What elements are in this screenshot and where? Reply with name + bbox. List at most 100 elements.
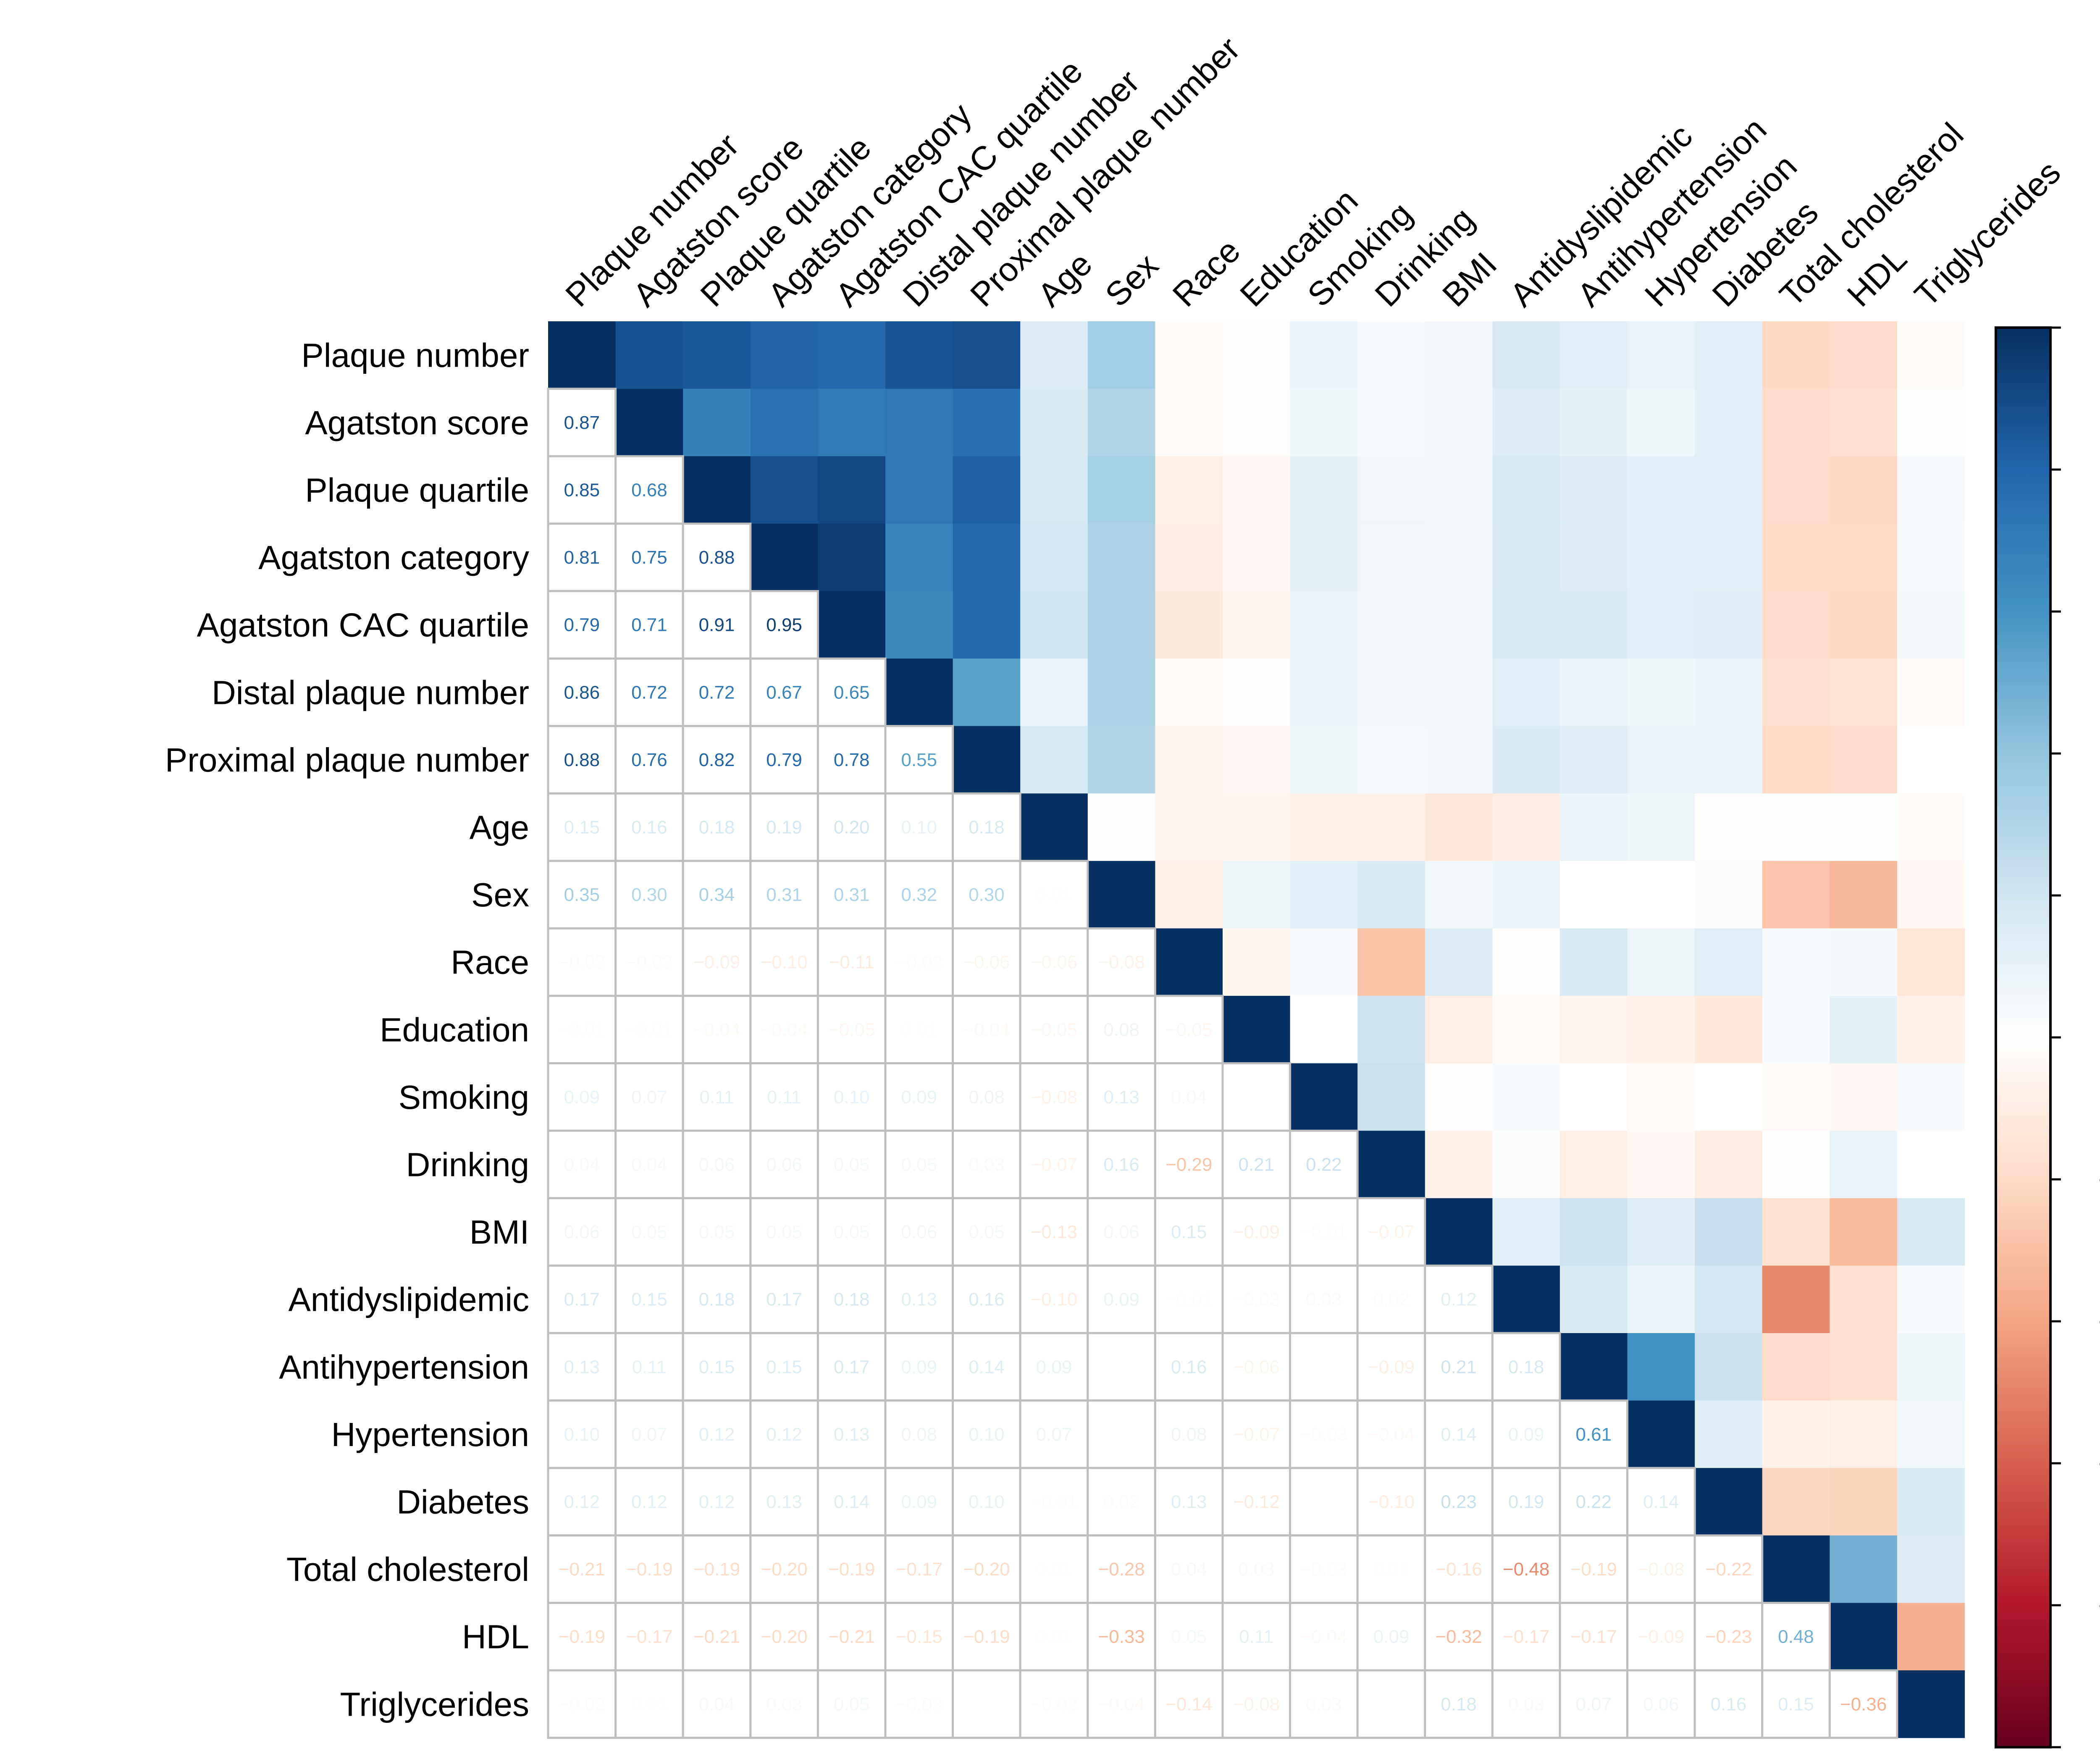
heatmap-cell xyxy=(683,321,751,389)
coefficient-label: 0.18 xyxy=(699,1289,735,1310)
coefficient-label: 0.05 xyxy=(901,1155,937,1175)
heatmap-cell xyxy=(1830,928,1898,996)
heatmap-cell xyxy=(1762,591,1830,659)
column-label: Sex xyxy=(1098,247,1165,314)
heatmap-cell xyxy=(1087,388,1155,457)
grid-cell xyxy=(749,995,819,1065)
heatmap-cell xyxy=(1830,861,1898,929)
row-label: Distal plaque number xyxy=(212,674,529,711)
coefficient-label: 0.12 xyxy=(564,1492,600,1512)
heatmap-cell xyxy=(1897,1063,1965,1131)
coefficient-label: 0.87 xyxy=(564,412,600,433)
grid-cell xyxy=(1087,1467,1156,1537)
heatmap-cell xyxy=(1560,523,1628,591)
heatmap-cell xyxy=(1762,1535,1830,1603)
heatmap-cell xyxy=(953,659,1021,727)
coefficient-label: −0.36 xyxy=(1840,1694,1887,1714)
grid-cell xyxy=(1087,1534,1156,1604)
heatmap-cell xyxy=(1155,861,1223,929)
heatmap-cell xyxy=(1492,793,1560,861)
coefficient-label: 0.14 xyxy=(969,1357,1005,1377)
heatmap-cell xyxy=(1695,1063,1763,1131)
heatmap-cell xyxy=(1627,659,1695,727)
heatmap-cell xyxy=(1695,928,1763,996)
grid-cell xyxy=(1087,1129,1156,1200)
heatmap-cell xyxy=(1830,659,1898,727)
coefficient-label: 0.14 xyxy=(1643,1492,1679,1512)
grid-cell xyxy=(1356,1264,1426,1334)
coefficient-label: 0.16 xyxy=(1103,1155,1139,1175)
grid-cell xyxy=(1289,1264,1359,1334)
heatmap-cell xyxy=(1357,726,1425,794)
heatmap-cell xyxy=(1290,996,1358,1064)
coefficient-label: −0.06 xyxy=(1031,952,1077,973)
grid-cell xyxy=(749,1534,819,1604)
heatmap-cell xyxy=(1357,321,1425,389)
coefficient-label: 0.79 xyxy=(564,615,600,635)
heatmap-cell xyxy=(1492,1265,1560,1334)
heatmap-cell xyxy=(1695,793,1763,861)
heatmap-cell xyxy=(1087,591,1155,659)
row-label: Plaque number xyxy=(301,336,529,374)
heatmap-cell xyxy=(1762,861,1830,929)
grid-cell xyxy=(1087,927,1156,997)
row-label: Triglycerides xyxy=(340,1685,529,1723)
coefficient-label: 0.01 xyxy=(631,1694,667,1714)
coefficient-label: −0.03 xyxy=(1300,1424,1347,1445)
coefficient-label: 0.34 xyxy=(699,885,735,905)
heatmap-cell xyxy=(1897,388,1965,457)
grid-cell xyxy=(884,1669,954,1739)
grid-cell xyxy=(952,792,1021,862)
grid-cell xyxy=(1087,1399,1156,1469)
grid-cell xyxy=(952,927,1021,997)
coefficient-label: −0.05 xyxy=(1031,1019,1077,1040)
heatmap-cell xyxy=(1695,1400,1763,1468)
coefficient-label: 0.13 xyxy=(564,1357,600,1377)
coefficient-label: 0.12 xyxy=(699,1424,735,1445)
heatmap-cell xyxy=(1627,1265,1695,1334)
coefficient-label: 0.61 xyxy=(1575,1424,1612,1445)
colorbar: 10.80.60.40.20−0.2−0.4−0.6−0.8−1 xyxy=(1995,326,2100,1748)
grid-cell xyxy=(1761,1669,1831,1739)
coefficient-label: 0.11 xyxy=(632,1357,667,1377)
coefficient-label: −0.48 xyxy=(1503,1559,1549,1580)
coefficient-label: 0.09 xyxy=(1036,1357,1072,1377)
heatmap-cell xyxy=(1492,1131,1560,1199)
heatmap-cell xyxy=(1897,793,1965,861)
coefficient-label: 0.72 xyxy=(631,682,667,703)
heatmap-cell xyxy=(1897,659,1965,727)
coefficient-label: 0.00 xyxy=(1103,1424,1139,1445)
heatmap-cell xyxy=(1695,659,1763,727)
heatmap-cell xyxy=(1290,1063,1358,1131)
coefficient-label: 0.02 xyxy=(1103,1492,1139,1512)
coefficient-label: 0.08 xyxy=(969,1087,1005,1108)
heatmap-cell xyxy=(1290,523,1358,591)
grid-cell xyxy=(816,1601,887,1672)
heatmap-cell xyxy=(1357,388,1425,457)
coefficient-label: 0.03 xyxy=(1306,1289,1342,1310)
grid-cell xyxy=(682,995,752,1065)
coefficient-label: 0.04 xyxy=(699,1694,735,1714)
coefficient-label: 0.82 xyxy=(699,750,735,770)
row-label: Antihypertension xyxy=(279,1348,529,1386)
heatmap-cell xyxy=(1627,456,1695,524)
heatmap-cell xyxy=(750,321,818,389)
grid-cell xyxy=(547,995,617,1065)
row-label: Agatston score xyxy=(305,404,529,441)
coefficient-label: −0.02 xyxy=(1031,1694,1077,1714)
grid-cell xyxy=(749,792,819,862)
heatmap-cell xyxy=(818,321,886,389)
coefficient-label: 0.67 xyxy=(766,682,802,703)
heatmap-cell xyxy=(1695,1468,1763,1536)
heatmap-cell xyxy=(1425,861,1493,929)
grid-cell xyxy=(1019,1264,1089,1334)
heatmap-cell xyxy=(615,388,683,457)
grid-cell xyxy=(1019,1669,1089,1739)
heatmap-cell xyxy=(1627,1333,1695,1401)
heatmap-cell xyxy=(683,456,751,524)
heatmap-cell xyxy=(953,321,1021,389)
coefficient-label: −0.03 xyxy=(559,952,605,973)
row-label: Proximal plaque number xyxy=(165,741,529,779)
colorbar-tick-label: −0.8 xyxy=(2098,1589,2100,1623)
grid-cell xyxy=(682,1062,752,1132)
